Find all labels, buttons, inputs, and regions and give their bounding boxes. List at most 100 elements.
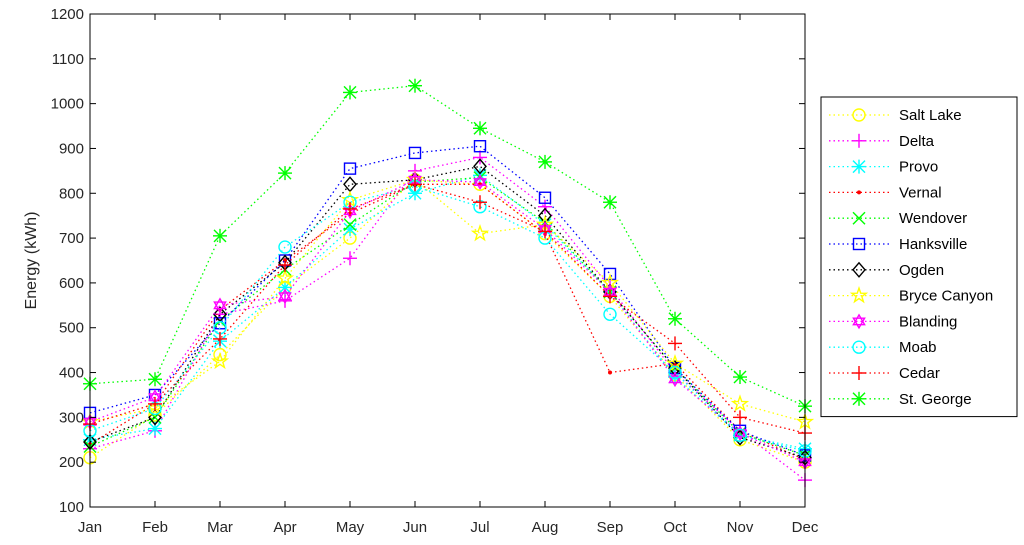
x-tick-label: Oct (663, 519, 687, 536)
data-point (148, 396, 162, 411)
data-point (473, 174, 487, 190)
legend-item: St. George (829, 391, 972, 408)
data-point (733, 428, 747, 442)
data-point (343, 218, 357, 232)
legend: Salt Lake Delta Provo Vernal Wendover Hanksvi… (820, 96, 1018, 418)
legend-marker (857, 190, 861, 195)
data-point (538, 224, 552, 239)
y-tick-label: 500 (59, 320, 84, 337)
legend-marker (852, 159, 866, 174)
data-point (538, 191, 552, 204)
data-point (733, 410, 747, 425)
data-point (470, 223, 490, 242)
data-point (730, 394, 750, 412)
data-point (668, 359, 682, 377)
series-line (89, 176, 806, 457)
legend-label: Ogden (899, 262, 944, 279)
data-point (733, 370, 747, 385)
x-tick-label: Nov (727, 519, 754, 536)
y-tick-label: 200 (59, 454, 84, 471)
legend-item: Blanding (829, 313, 957, 330)
data-point (210, 351, 230, 370)
series-line (89, 156, 806, 481)
series-line (89, 183, 806, 461)
data-point (473, 150, 487, 165)
legend-marker (852, 237, 866, 251)
data-point (278, 288, 292, 305)
legend-marker (849, 285, 869, 304)
y-tick-label: 1200 (51, 6, 84, 23)
data-point (603, 289, 617, 304)
y-tick-label: 400 (59, 365, 84, 382)
legend-box (820, 96, 1018, 418)
x-tick-label: Aug (532, 519, 559, 536)
y-tick-label: 700 (59, 230, 84, 247)
data-point (668, 365, 682, 380)
legend-item: Delta (829, 133, 935, 150)
x-tick-label: Feb (142, 519, 168, 536)
legend-marker (852, 313, 866, 330)
data-point (343, 85, 357, 100)
data-point (603, 267, 617, 281)
data-point (608, 370, 612, 375)
series-line (89, 185, 806, 452)
y-tick-label: 900 (59, 140, 84, 157)
legend-marker (852, 108, 866, 122)
data-point (278, 257, 292, 272)
data-point (343, 201, 357, 216)
data-point (213, 297, 227, 314)
legend-marker (852, 391, 866, 406)
x-tick-label: Jan (78, 519, 102, 536)
legend-marker (852, 366, 866, 380)
y-tick-label: 1000 (51, 96, 84, 113)
legend-item: Moab (829, 339, 937, 356)
x-tick-label: Apr (273, 519, 296, 536)
data-point (603, 195, 617, 210)
data-point (473, 158, 487, 175)
x-axis: Jan Feb Mar Apr May Jun Jul Aug Sep Oct Nov Dec (78, 14, 819, 536)
legend-label: Provo (899, 159, 938, 176)
data-point (538, 199, 552, 214)
legend-label: Moab (899, 339, 937, 356)
data-point (603, 307, 617, 321)
series-line (89, 183, 806, 434)
x-tick-label: May (336, 519, 365, 536)
data-point (275, 268, 295, 287)
data-point (213, 347, 227, 362)
data-point (473, 195, 487, 210)
data-point (148, 421, 162, 436)
data-point (278, 240, 292, 254)
series-line (89, 165, 806, 459)
series-line (89, 179, 806, 463)
legend-label: Delta (899, 133, 935, 150)
x-tick-label: Jul (470, 519, 489, 536)
legend-label: St. George (899, 391, 972, 408)
data-point (278, 166, 292, 181)
x-tick-label: Jun (403, 519, 427, 536)
legend-item: Hanksville (829, 236, 967, 253)
legend-label: Hanksville (899, 236, 967, 253)
legend-item: Ogden (829, 261, 944, 279)
legend-label: Blanding (899, 313, 957, 330)
legend-item: Provo (829, 159, 938, 176)
series-moab (83, 179, 812, 458)
data-point (538, 154, 552, 169)
data-point (408, 78, 422, 93)
data-point (473, 140, 487, 153)
plot-content (80, 78, 815, 488)
legend-marker (852, 261, 866, 278)
legend-item: Cedar (829, 365, 940, 382)
data-point (408, 177, 422, 192)
series-line (89, 179, 806, 463)
y-tick-label: 300 (59, 409, 84, 426)
data-point (148, 372, 162, 387)
y-tick-label: 600 (59, 275, 84, 292)
data-point (213, 228, 227, 243)
series-line (89, 179, 806, 423)
legend-label: Vernal (899, 184, 942, 201)
legend-label: Cedar (899, 365, 940, 382)
legend-label: Bryce Canyon (899, 288, 993, 305)
data-point (668, 336, 682, 351)
data-point (408, 146, 422, 160)
